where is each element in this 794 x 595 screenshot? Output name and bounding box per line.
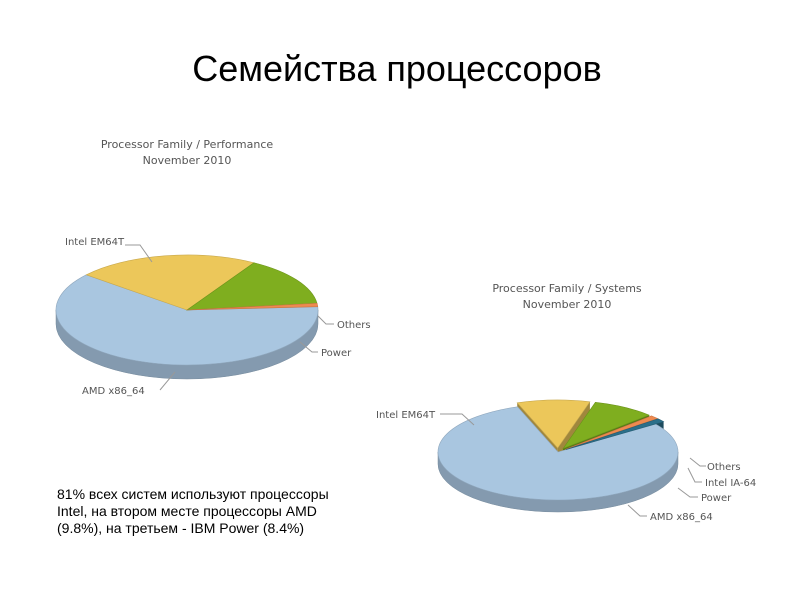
systems-label-power: Power [701,493,732,504]
performance-label-intel-em64t: Intel EM64T [65,237,125,248]
systems-pie-chart: Processor Family / Systems November 2010… [376,282,756,523]
systems-chart-title-line1: Processor Family / Systems [492,282,642,295]
pie2-slice-power [562,402,650,450]
caption-line-3: (9.8%), на третьем - IBM Power (8.4%) [57,520,305,536]
performance-chart-title-line2: November 2010 [143,154,232,167]
slide-caption: 81% всех систем используют процессоры In… [57,486,387,537]
performance-pie-chart: Processor Family / Performance November … [55,138,371,397]
pie2-slice-intel-ia-64 [565,415,659,450]
pie2-slice-others [565,418,665,450]
caption-line-1: 81% всех систем используют процессоры [57,486,329,502]
systems-leader-power [677,487,698,498]
pie1-slice-intel-em64t [55,274,319,366]
performance-leader-power [299,341,318,353]
systems-leader-others [689,457,706,467]
pie2-slice-intel-em64t [437,406,679,501]
performance-leader-intel-em64t [125,244,153,263]
performance-leader-others [317,315,334,325]
systems-chart-title-line2: November 2010 [523,298,612,311]
systems-label-intel-ia64: Intel IA-64 [705,478,756,489]
slide-title: Семейства процессоров [192,48,602,89]
systems-leader-amd [627,504,647,517]
pie2-slice-amd-x86-64 [516,399,591,449]
systems-label-amd: AMD x86_64 [650,512,713,523]
pie1-slice-others [186,302,319,311]
caption-line-2: Intel, на втором месте процессоры AMD [57,503,317,519]
systems-leader-intel-ia64 [687,467,702,483]
performance-chart-title-line1: Processor Family / Performance [101,138,274,151]
systems-pie [437,399,679,513]
pie1-slice-power [185,262,318,311]
systems-leader-intel-em64t [440,413,475,426]
performance-leader-amd [159,371,176,391]
pie1-slice-amd-x86-64 [85,254,255,311]
performance-pie [55,254,319,380]
performance-label-others: Others [337,320,371,331]
systems-label-intel-em64t: Intel EM64T [376,410,436,421]
performance-label-power: Power [321,348,352,359]
systems-label-others: Others [707,462,741,473]
performance-label-amd: AMD x86_64 [82,386,145,397]
